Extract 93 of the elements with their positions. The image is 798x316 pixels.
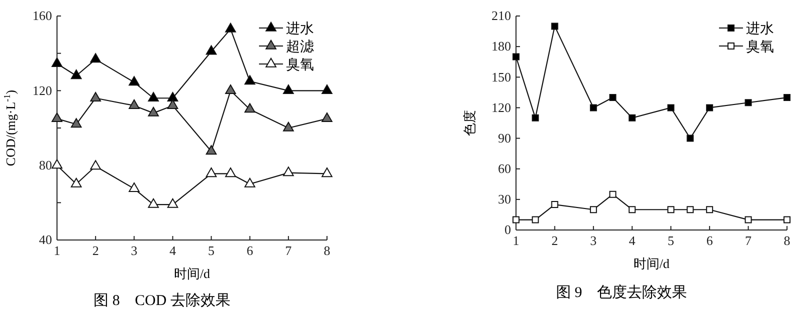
legend-label: 超滤 <box>286 39 314 55</box>
point <box>128 99 140 109</box>
point <box>244 75 256 85</box>
y-tick-label: 60 <box>498 161 511 176</box>
point <box>609 190 616 198</box>
point <box>784 94 790 102</box>
x-tick-label: 6 <box>246 243 254 258</box>
legend-label: 进水 <box>746 21 774 37</box>
point <box>609 94 616 102</box>
legend-label: 臭氧 <box>286 57 314 73</box>
point <box>225 84 236 94</box>
point <box>590 206 597 214</box>
point <box>744 216 752 224</box>
x-tick-label: 3 <box>130 243 138 258</box>
x-tick-label: 4 <box>628 233 636 248</box>
point <box>532 216 539 224</box>
y-tick-label: 120 <box>492 100 511 115</box>
text: 图 8 COD 去除效果 <box>94 292 230 309</box>
y-tick-label: 30 <box>498 192 511 207</box>
point <box>744 99 752 106</box>
point <box>551 22 558 30</box>
point <box>128 182 140 192</box>
point <box>667 206 674 214</box>
point <box>206 168 217 178</box>
point <box>52 159 62 169</box>
legend-label: 臭氧 <box>746 39 774 55</box>
point <box>225 22 236 32</box>
point <box>628 114 636 122</box>
x-tick-label: 4 <box>169 243 176 258</box>
point <box>590 104 597 112</box>
y-axis-title: 色度 <box>462 110 477 136</box>
y-tick-label: 40 <box>39 232 52 248</box>
x-tick-label: 8 <box>324 243 330 258</box>
point <box>148 92 159 102</box>
point <box>70 118 82 128</box>
point <box>167 92 178 102</box>
point <box>706 206 714 214</box>
point <box>551 201 558 208</box>
point <box>90 92 101 102</box>
y-tick-label: 90 <box>498 130 511 146</box>
y-tick-label: 160 <box>32 8 52 24</box>
point <box>225 168 236 178</box>
point <box>686 134 694 142</box>
point <box>70 70 82 80</box>
x-tick-label: 1 <box>54 243 60 258</box>
y-tick-label: 150 <box>492 69 511 84</box>
y-tick-label: 0 <box>504 222 511 238</box>
x-axis-title: 时间/d <box>174 266 211 281</box>
x-tick-label: 2 <box>92 243 99 258</box>
x-tick-label: 6 <box>706 233 714 248</box>
x-tick-label: 7 <box>745 233 752 248</box>
x-tick-label: 8 <box>784 233 790 248</box>
point <box>148 198 159 208</box>
text: 图 9 色度去除效果 <box>556 284 688 301</box>
point <box>70 178 82 188</box>
point <box>206 45 217 55</box>
point <box>206 145 217 155</box>
y-tick-label: 210 <box>492 8 511 24</box>
point <box>283 166 294 176</box>
point <box>283 84 294 94</box>
point <box>167 99 178 109</box>
x-tick-label: 2 <box>551 233 558 248</box>
point <box>90 160 101 170</box>
x-axis-title: 时间/d <box>633 256 670 271</box>
point <box>628 206 636 214</box>
point <box>322 84 332 94</box>
point <box>244 103 256 113</box>
x-tick-label: 7 <box>285 243 292 258</box>
point <box>686 206 694 214</box>
point <box>52 57 62 67</box>
point <box>90 53 101 63</box>
point <box>128 76 140 86</box>
point <box>706 104 714 112</box>
x-tick-label: 5 <box>668 233 674 248</box>
y-tick-label: 120 <box>32 82 52 98</box>
point <box>283 122 294 132</box>
point <box>322 168 332 178</box>
point <box>322 112 332 122</box>
point <box>512 53 520 60</box>
point <box>52 112 62 122</box>
x-tick-label: 5 <box>208 243 215 258</box>
point <box>784 216 790 224</box>
point <box>532 114 539 122</box>
point <box>667 104 674 112</box>
point <box>148 106 159 116</box>
legend-label: 进水 <box>286 21 314 37</box>
point <box>167 198 178 208</box>
y-tick-label: 180 <box>492 38 511 54</box>
point <box>512 216 520 224</box>
x-tick-label: 3 <box>590 233 597 248</box>
point <box>244 178 256 188</box>
y-tick-label: 80 <box>39 157 52 172</box>
x-tick-label: 1 <box>512 233 520 248</box>
